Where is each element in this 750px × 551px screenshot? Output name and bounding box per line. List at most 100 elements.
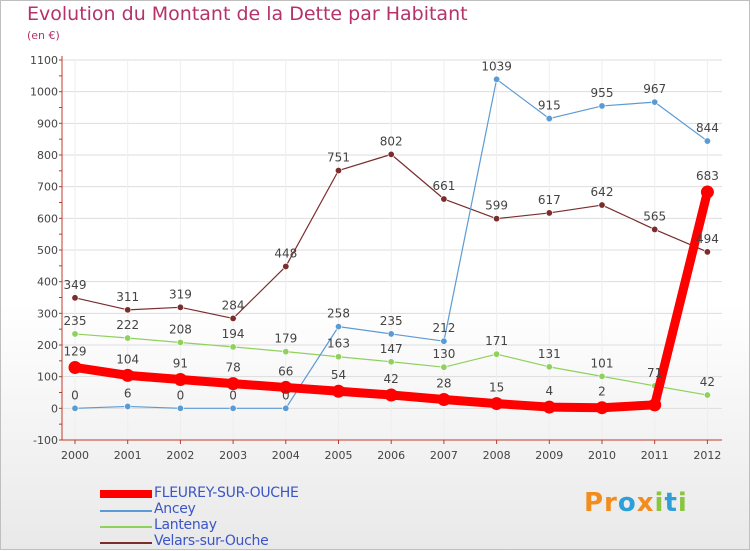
data-label-fleurey: 129 bbox=[64, 344, 87, 358]
point-fleurey bbox=[226, 377, 240, 391]
legend-swatch-lantenay bbox=[100, 526, 152, 528]
data-label-ancey: 6 bbox=[124, 386, 132, 400]
point-velars bbox=[703, 248, 711, 256]
gridlines bbox=[62, 59, 722, 441]
point-fleurey bbox=[68, 360, 82, 374]
point-fleurey bbox=[542, 400, 556, 414]
data-label-fleurey: 78 bbox=[225, 361, 240, 375]
y-tick-label: 900 bbox=[37, 117, 58, 130]
point-ancey bbox=[493, 75, 501, 83]
point-ancey bbox=[282, 404, 290, 412]
y-tick-label: 200 bbox=[37, 339, 58, 352]
data-label-ancey: 967 bbox=[643, 82, 666, 96]
x-tick-label: 2007 bbox=[430, 449, 458, 462]
y-tick-label: 700 bbox=[37, 181, 58, 194]
data-label-fleurey: 66 bbox=[278, 364, 293, 378]
legend-swatch-velars bbox=[100, 542, 152, 544]
data-label-lantenay: 171 bbox=[485, 334, 508, 348]
data-label-ancey: 1039 bbox=[481, 59, 512, 73]
point-lantenay bbox=[176, 338, 184, 346]
axes: -100010020030040050060070080090010001100… bbox=[30, 54, 722, 462]
point-ancey bbox=[598, 102, 606, 110]
point-ancey bbox=[545, 115, 553, 123]
y-tick-label: -100 bbox=[33, 434, 58, 447]
legend-label-velars: Velars-sur-Ouche bbox=[154, 533, 269, 549]
point-velars bbox=[71, 294, 79, 302]
point-lantenay bbox=[71, 330, 79, 338]
data-label-fleurey: 2 bbox=[598, 385, 606, 399]
data-label-fleurey: 28 bbox=[436, 376, 451, 390]
data-label-fleurey: 91 bbox=[173, 357, 188, 371]
data-label-lantenay: 208 bbox=[169, 322, 192, 336]
data-label-ancey: 915 bbox=[538, 99, 561, 113]
data-label-velars: 319 bbox=[169, 287, 192, 301]
legend-label-lantenay: Lantenay bbox=[154, 517, 217, 533]
point-velars bbox=[440, 195, 448, 203]
point-ancey bbox=[703, 137, 711, 145]
point-fleurey bbox=[173, 373, 187, 387]
data-label-velars: 565 bbox=[643, 209, 666, 223]
point-velars bbox=[176, 303, 184, 311]
data-label-lantenay: 42 bbox=[700, 375, 715, 389]
legend-label-ancey: Ancey bbox=[154, 501, 196, 517]
point-fleurey bbox=[384, 388, 398, 402]
point-lantenay bbox=[282, 348, 290, 356]
point-velars bbox=[282, 262, 290, 270]
point-ancey bbox=[651, 98, 659, 106]
data-label-lantenay: 147 bbox=[380, 342, 403, 356]
data-label-lantenay: 194 bbox=[222, 327, 245, 341]
data-label-fleurey: 42 bbox=[384, 372, 399, 386]
data-label-lantenay: 131 bbox=[538, 347, 561, 361]
data-label-fleurey: 54 bbox=[331, 368, 346, 382]
x-tick-label: 2005 bbox=[325, 449, 353, 462]
x-tick-label: 2000 bbox=[61, 449, 89, 462]
y-tick-label: 100 bbox=[37, 371, 58, 384]
y-tick-label: 1100 bbox=[30, 54, 58, 67]
data-label-velars: 802 bbox=[380, 134, 403, 148]
point-fleurey bbox=[490, 397, 504, 411]
y-tick-label: 0 bbox=[51, 402, 58, 415]
data-label-lantenay: 235 bbox=[64, 314, 87, 328]
point-fleurey bbox=[648, 398, 662, 412]
data-label-velars: 751 bbox=[327, 151, 350, 165]
unit-label: (en €) bbox=[27, 29, 60, 42]
data-label-ancey: 212 bbox=[432, 321, 455, 335]
data-label-fleurey: 15 bbox=[489, 381, 504, 395]
point-fleurey bbox=[121, 368, 135, 382]
data-label-ancey: 0 bbox=[229, 388, 237, 402]
point-velars bbox=[545, 209, 553, 217]
data-label-lantenay: 71 bbox=[647, 366, 662, 380]
y-tick-label: 600 bbox=[37, 212, 58, 225]
point-lantenay bbox=[229, 343, 237, 351]
x-tick-label: 2009 bbox=[535, 449, 563, 462]
point-lantenay bbox=[493, 350, 501, 358]
point-velars bbox=[229, 314, 237, 322]
point-velars bbox=[334, 167, 342, 175]
data-label-lantenay: 163 bbox=[327, 337, 350, 351]
data-label-ancey: 235 bbox=[380, 314, 403, 328]
data-label-ancey: 0 bbox=[177, 388, 185, 402]
data-label-velars: 599 bbox=[485, 199, 508, 213]
x-tick-label: 2008 bbox=[483, 449, 511, 462]
y-tick-label: 800 bbox=[37, 149, 58, 162]
point-lantenay bbox=[703, 391, 711, 399]
legend-swatch-ancey bbox=[100, 510, 152, 512]
data-label-ancey: 955 bbox=[591, 86, 614, 100]
point-fleurey bbox=[332, 384, 345, 398]
point-lantenay bbox=[124, 334, 132, 342]
data-label-velars: 448 bbox=[274, 246, 297, 260]
point-velars bbox=[651, 225, 659, 233]
point-lantenay bbox=[545, 363, 553, 371]
x-tick-label: 2003 bbox=[219, 449, 247, 462]
point-ancey bbox=[71, 404, 79, 412]
x-tick-label: 2004 bbox=[272, 449, 300, 462]
data-label-fleurey: 683 bbox=[696, 169, 719, 183]
data-label-velars: 617 bbox=[538, 193, 561, 207]
x-tick-label: 2010 bbox=[588, 449, 616, 462]
point-lantenay bbox=[387, 358, 395, 366]
y-tick-label: 500 bbox=[37, 244, 58, 257]
chart-title: Evolution du Montant de la Dette par Hab… bbox=[27, 3, 468, 25]
data-label-ancey: 258 bbox=[327, 307, 350, 321]
